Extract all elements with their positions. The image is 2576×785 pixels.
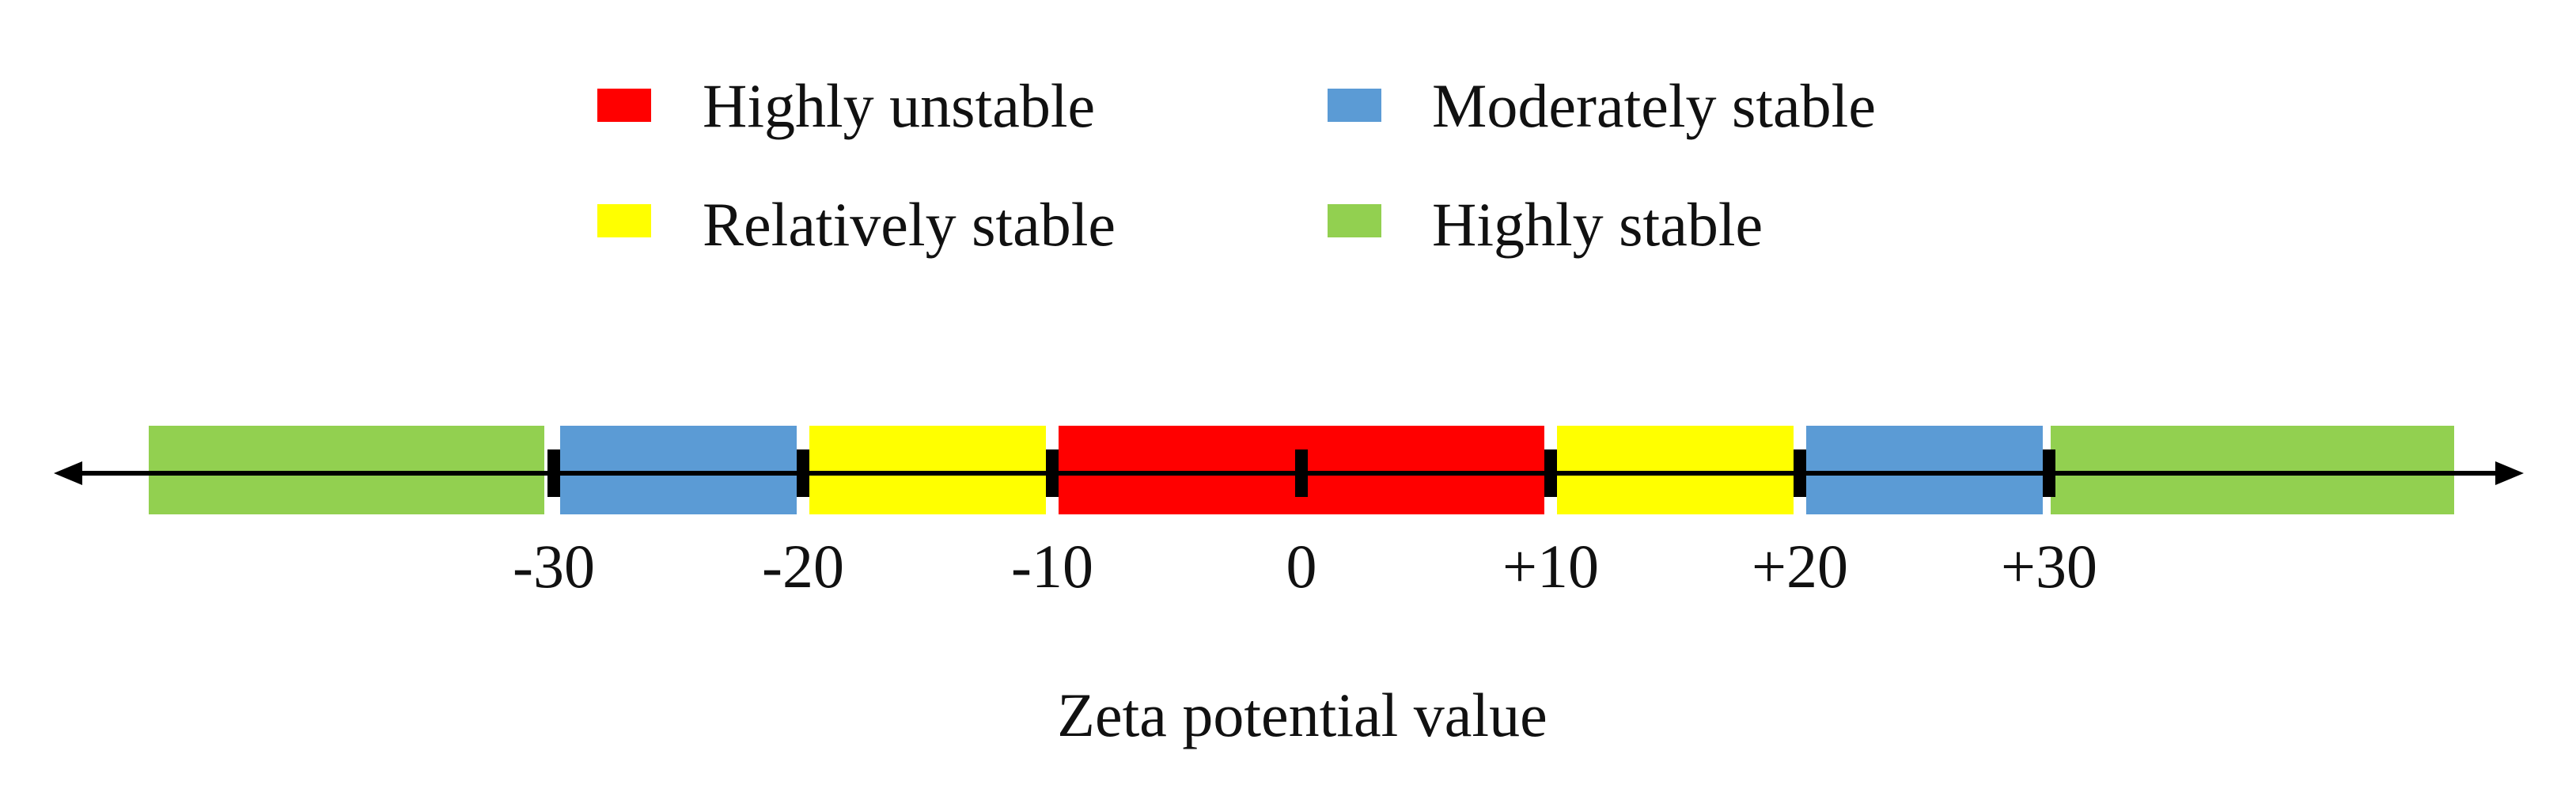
band-moderately-stable-5 <box>1806 426 2043 514</box>
band-moderately-stable-1 <box>560 426 797 514</box>
tick-labels: -30 -20 -10 0 +10 +20 +30 <box>513 532 2097 601</box>
legend-swatch-highly-stable <box>1328 204 1381 237</box>
tick-label-10: +10 <box>1502 532 1599 601</box>
legend-label-relatively-stable: Relatively stable <box>703 190 1116 259</box>
band-highly-stable-0 <box>149 426 544 514</box>
legend-swatch-moderately-stable <box>1328 89 1381 122</box>
tick-label-0: 0 <box>1286 532 1317 601</box>
band-highly-stable-6 <box>2051 426 2454 514</box>
tick-mark-20 <box>797 449 809 497</box>
tick-label-20: +20 <box>1752 532 1848 601</box>
tick-label-20: -20 <box>762 532 844 601</box>
tick-mark-10 <box>1046 449 1059 497</box>
legend-label-highly-stable: Highly stable <box>1432 190 1763 259</box>
band-relatively-stable-4 <box>1557 426 1794 514</box>
legend-swatch-highly-unstable <box>597 89 651 122</box>
tick-label-10: -10 <box>1011 532 1093 601</box>
tick-label-30: +30 <box>2001 532 2097 601</box>
tick-mark-20 <box>1794 449 1806 497</box>
legend-label-highly-unstable: Highly unstable <box>703 71 1095 140</box>
tick-label-30: -30 <box>513 532 595 601</box>
axis-title: Zeta potential value <box>1057 681 1547 749</box>
tick-mark-0 <box>1295 449 1308 497</box>
legend-swatch-relatively-stable <box>597 204 651 237</box>
tick-marks <box>547 449 2055 497</box>
legend-label-moderately-stable: Moderately stable <box>1432 71 1876 140</box>
stability-bands <box>149 426 2454 514</box>
number-line <box>54 461 2524 485</box>
left-arrow-icon <box>54 461 82 485</box>
tick-mark-10 <box>1544 449 1557 497</box>
tick-mark-30 <box>2043 449 2055 497</box>
legend: Highly unstable Moderately stable Relative… <box>597 71 1876 259</box>
right-arrow-icon <box>2495 461 2524 485</box>
band-relatively-stable-2 <box>809 426 1046 514</box>
tick-mark-30 <box>547 449 560 497</box>
